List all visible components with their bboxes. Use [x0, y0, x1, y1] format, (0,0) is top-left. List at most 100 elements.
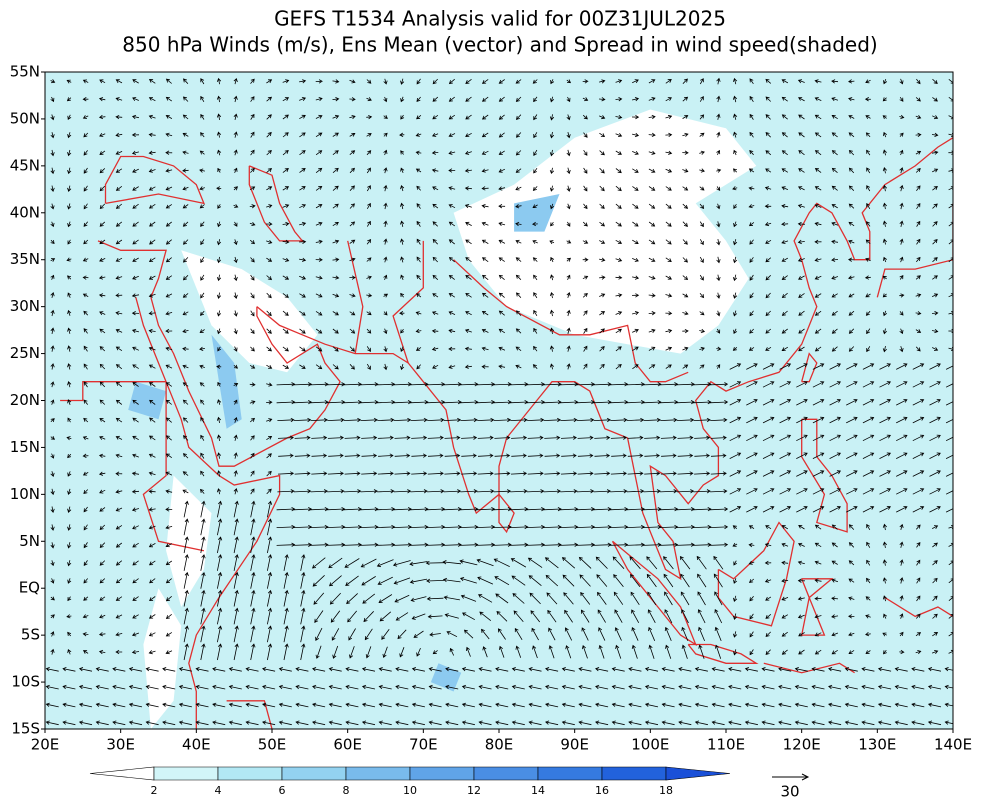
wind-vector: [848, 310, 855, 316]
wind-vector: [366, 185, 371, 192]
wind-vector: [228, 720, 242, 726]
wind-vector: [200, 434, 205, 441]
wind-vector: [632, 97, 640, 102]
wind-vector: [411, 720, 425, 726]
wind-vector: [217, 204, 222, 209]
wind-vector: [393, 417, 412, 423]
wind-vector: [183, 643, 189, 661]
wind-vector: [699, 311, 705, 316]
wind-vector: [95, 667, 109, 672]
wind-vector: [781, 221, 789, 227]
wind-vector: [245, 667, 259, 672]
wind-vector: [165, 525, 173, 530]
wind-vector: [149, 221, 156, 227]
wind-vector: [376, 506, 396, 512]
wind-vector: [746, 381, 758, 388]
wind-vector: [778, 702, 792, 708]
wind-vector: [233, 571, 239, 589]
wind-vector: [426, 399, 446, 405]
wind-vector: [716, 77, 721, 85]
wind-vector: [233, 149, 238, 156]
wind-vector: [148, 257, 156, 263]
wind-vector: [814, 542, 822, 548]
wind-vector: [99, 132, 106, 137]
wind-vector: [383, 274, 388, 280]
wind-vector: [217, 589, 223, 607]
wind-vector: [945, 490, 953, 495]
wind-vector: [811, 667, 825, 672]
wind-vector: [349, 97, 356, 102]
wind-vector: [582, 221, 588, 227]
wind-vector: [831, 649, 838, 655]
wind-vector: [267, 589, 273, 607]
wind-vector: [798, 293, 805, 298]
wind-vector: [366, 202, 371, 210]
wind-vector: [431, 311, 439, 316]
wind-vector: [710, 417, 728, 423]
wind-vector: [797, 560, 805, 565]
wind-vector: [366, 363, 371, 370]
wind-vector: [814, 632, 822, 637]
wind-vector: [796, 399, 808, 406]
wind-vector: [899, 523, 904, 531]
wind-vector: [532, 204, 538, 208]
wind-vector: [233, 113, 238, 120]
wind-vector: [99, 311, 106, 316]
wind-vector: [299, 257, 307, 262]
wind-vector: [132, 346, 139, 351]
wind-vector: [217, 536, 223, 554]
wind-vector: [50, 488, 55, 496]
wind-vector: [312, 575, 325, 587]
wind-vector: [866, 577, 871, 584]
wind-vector: [632, 79, 639, 84]
wind-vector: [550, 79, 555, 85]
wind-vector: [733, 595, 738, 603]
wind-vector: [250, 500, 256, 518]
wind-vector: [598, 627, 606, 641]
wind-vector: [364, 628, 373, 641]
wind-vector: [199, 150, 205, 155]
wind-vector: [848, 149, 855, 156]
wind-vector: [250, 435, 255, 441]
wind-vector: [812, 399, 825, 406]
wind-vector: [677, 471, 694, 476]
wind-vector: [814, 114, 822, 120]
wind-vector: [82, 97, 89, 102]
wind-vector: [99, 239, 106, 245]
wind-vector: [732, 346, 738, 351]
wind-vector: [561, 702, 575, 708]
low-spread-area: [453, 109, 757, 354]
wind-vector: [583, 310, 588, 316]
wind-vector: [148, 364, 156, 369]
wind-vector: [733, 203, 738, 209]
wind-vector: [497, 628, 506, 640]
wind-vector: [879, 434, 892, 442]
wind-vector: [99, 417, 106, 423]
wind-vector: [132, 79, 139, 84]
wind-vector: [383, 78, 388, 85]
wind-vector: [266, 310, 272, 317]
wind-vector: [67, 399, 72, 405]
wind-vector: [829, 416, 841, 424]
wind-vector: [148, 543, 156, 548]
wind-vector: [630, 573, 641, 588]
wind-vector: [831, 132, 838, 138]
wind-vector: [812, 434, 825, 442]
wind-vector: [67, 132, 72, 139]
wind-vector: [709, 382, 729, 387]
wind-vector: [50, 524, 55, 531]
wind-vector: [831, 632, 839, 637]
wind-vector: [326, 399, 346, 405]
wind-vector: [565, 645, 572, 659]
wind-vector: [592, 382, 612, 387]
wind-vector: [233, 589, 239, 607]
wind-vector: [846, 470, 858, 477]
wind-vector: [746, 506, 758, 513]
wind-vector: [592, 399, 612, 405]
wind-vector: [132, 578, 139, 584]
wind-vector: [797, 596, 805, 601]
wind-vector: [814, 293, 822, 298]
wind-vector: [445, 702, 459, 708]
wind-vector: [216, 186, 222, 191]
axis-labels: 55N50N45N40N35N30N25N20N15N10N5NEQ5S10S1…: [10, 63, 972, 754]
